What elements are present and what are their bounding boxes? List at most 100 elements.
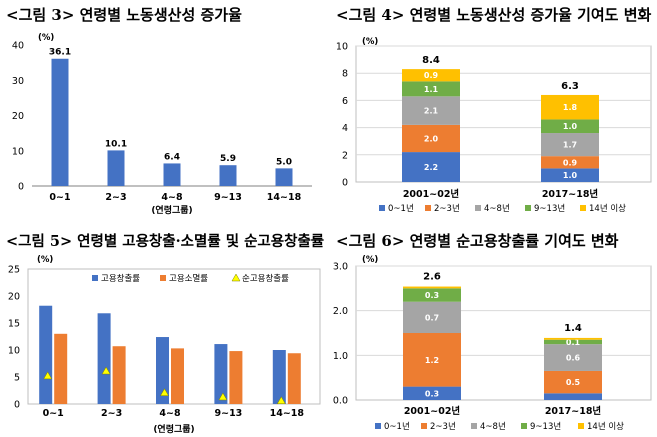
fig3-category-label: 2~3	[105, 192, 126, 203]
fig6-legend-label: 14년 이상	[587, 421, 624, 432]
fig5-unit: (%)	[37, 255, 53, 265]
fig5-bar-destruction	[54, 333, 68, 404]
fig4-segment-label: 1.1	[424, 85, 439, 94]
fig3-category-label: 9~13	[214, 192, 242, 203]
fig4-legend-swatch	[379, 205, 385, 211]
fig4-segment-2~3년	[402, 124, 460, 153]
fig4-category-label: 2001~02년	[403, 188, 459, 200]
fig6-segment-0~1년	[544, 393, 602, 400]
fig4-segment-0~1년	[402, 152, 460, 182]
fig5-bar-destruction	[229, 351, 243, 404]
fig6-y-tick-label: 2.0	[333, 306, 348, 317]
fig4-y-tick-label: 10	[336, 42, 348, 53]
fig4-legend-swatch	[475, 205, 481, 211]
fig4-legend-swatch	[525, 205, 531, 211]
fig4-legend-label: 14년 이상	[589, 203, 626, 214]
fig3-bar	[51, 58, 69, 187]
fig3-y-tick-label: 40	[12, 41, 24, 52]
fig4-y-tick-label: 6	[342, 96, 348, 107]
fig6-segment-label: 0.5	[566, 378, 581, 387]
fig6-segment-label: 1.2	[425, 356, 439, 365]
fig4-legend-swatch	[580, 205, 586, 211]
fig5-bar-creation	[97, 313, 111, 404]
fig3-y-tick-label: 30	[12, 76, 24, 87]
fig4-segment-9~13년	[402, 81, 460, 97]
fig5-bar-destruction	[171, 348, 184, 404]
fig5-legend-swatch	[160, 275, 166, 281]
fig4-segment-label: 1.8	[563, 103, 578, 112]
fig4-total-label: 6.3	[561, 81, 579, 92]
fig3-y-tick-label: 20	[12, 111, 24, 122]
fig4-legend-label: 9~13년	[534, 203, 565, 214]
fig4-legend-swatch	[425, 205, 431, 211]
fig3-data-label: 5.0	[276, 157, 292, 167]
fig5-legend-swatch	[231, 273, 241, 282]
fig6-total-label: 1.4	[564, 323, 582, 334]
fig5-bar-creation	[39, 305, 53, 404]
fig5-bar-creation	[156, 337, 169, 404]
fig6-y-tick-label: 3.0	[333, 262, 348, 273]
fig4-y-tick-label: 8	[342, 69, 348, 80]
fig3-unit: (%)	[38, 33, 54, 43]
fig3-y-tick-label: 0	[18, 182, 24, 193]
fig4-segment-label: 0.9	[563, 158, 578, 167]
fig6-y-tick-label: 0.0	[333, 396, 348, 407]
fig5-category-label: 2~3	[101, 408, 122, 419]
fig3-y-tick-label: 10	[12, 146, 24, 157]
fig5-y-tick-label: 10	[8, 346, 20, 357]
fig5-bar-creation	[214, 344, 228, 404]
fig6-segment-2~3년	[544, 370, 602, 394]
fig5-legend-label: 고용소멸률	[169, 273, 208, 284]
fig3-data-label: 10.1	[105, 139, 127, 149]
fig4-plot-area	[355, 45, 652, 183]
fig5-marker-net	[160, 388, 169, 396]
fig3-bar	[163, 163, 181, 186]
fig4-segment-label: 2.0	[424, 134, 439, 143]
fig5-bar-destruction	[287, 353, 301, 404]
fig5-y-tick-label: 0	[14, 400, 20, 411]
fig5-marker-net	[101, 366, 111, 375]
fig5-bar-destruction	[112, 346, 126, 404]
fig3-bar	[275, 168, 293, 186]
fig6-segment-0~1년	[403, 386, 461, 400]
fig4-unit: (%)	[362, 37, 378, 47]
fig3-x-label: (연령그룹)	[151, 204, 192, 216]
fig6-segment-14년 이상	[403, 286, 461, 289]
fig6-category-label: 2017~18년	[545, 405, 601, 417]
fig5-marker-net	[218, 392, 228, 401]
fig6-legend-swatch	[375, 423, 381, 429]
fig6-legend-label: 0~1년	[384, 421, 410, 432]
fig6-segment-2~3년	[403, 333, 461, 387]
fig4-segment-2~3년	[541, 156, 599, 169]
fig5-legend-swatch	[92, 275, 98, 281]
fig4-segment-label: 1.7	[563, 141, 577, 150]
fig3-category-label: 4~8	[161, 192, 183, 203]
fig5-marker-net	[43, 371, 53, 380]
fig3-bar	[219, 165, 237, 186]
fig4-segment-14년 이상	[541, 94, 599, 120]
figure-5-title: <그림 5> 연령별 고용창출·소멸률 및 순고용창출률	[6, 233, 325, 250]
fig4-legend-label: 4~8년	[484, 203, 510, 214]
fig4-segment-9~13년	[541, 119, 599, 134]
fig4-segment-0~1년	[541, 168, 599, 182]
fig6-segment-9~13년	[403, 288, 461, 302]
fig6-segment-label: 0.1	[566, 338, 581, 347]
fig6-segment-label: 0.3	[425, 389, 439, 398]
fig4-segment-label: 2.2	[424, 163, 438, 172]
fig5-bar-creation	[272, 350, 286, 404]
fig5-marker-net	[276, 396, 286, 405]
fig6-segment-label: 0.7	[425, 313, 439, 322]
fig6-segment-9~13년	[544, 339, 602, 345]
fig6-legend-swatch	[421, 423, 427, 429]
fig6-segment-14년 이상	[544, 337, 602, 340]
fig4-segment-label: 1.0	[563, 122, 578, 131]
fig5-y-tick-label: 25	[8, 265, 20, 276]
fig4-legend-label: 0~1년	[388, 203, 414, 214]
fig6-segment-label: 0.3	[425, 291, 439, 300]
fig6-segment-4~8년	[544, 344, 602, 371]
fig5-category-label: 14~18	[270, 408, 305, 419]
figure-6-title: <그림 6> 연령별 순고용창출률 기여도 변화	[336, 232, 619, 250]
fig4-segment-4~8년	[541, 133, 599, 157]
